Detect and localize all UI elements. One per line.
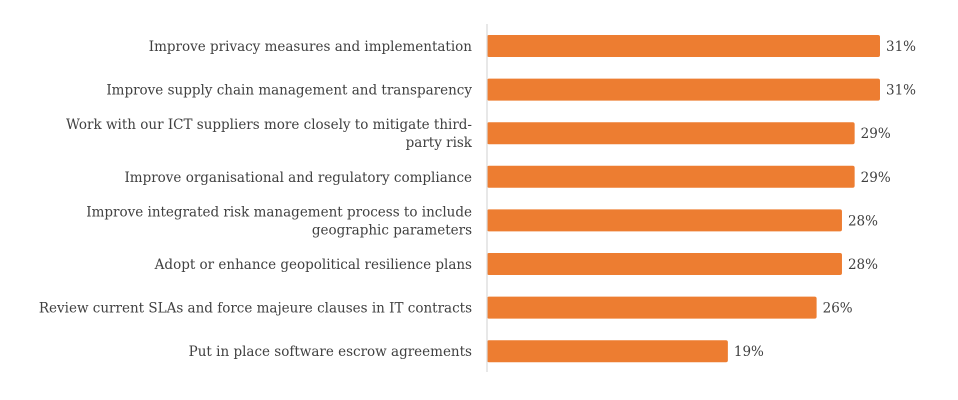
category-label: Put in place software escrow agreements — [189, 344, 472, 360]
category-label: party risk — [406, 135, 473, 151]
data-label: 31% — [886, 83, 916, 99]
bar — [487, 165, 855, 188]
data-label: 19% — [734, 344, 764, 360]
category-label: Improve privacy measures and implementat… — [149, 39, 473, 55]
data-label: 31% — [886, 39, 916, 55]
bar — [487, 253, 842, 275]
category-label: Review current SLAs and force majeure cl… — [39, 301, 472, 317]
bar — [487, 209, 842, 232]
category-label: Improve organisational and regulatory co… — [124, 170, 472, 186]
category-label: Work with our ICT suppliers more closely… — [66, 117, 472, 133]
data-label: 29% — [861, 126, 891, 142]
bar — [487, 122, 855, 145]
category-label: Improve integrated risk management proce… — [86, 204, 472, 220]
bar — [487, 78, 880, 101]
category-label: geographic parameters — [312, 222, 472, 238]
category-label: Improve supply chain management and tran… — [106, 83, 472, 99]
bar — [487, 340, 728, 363]
data-label: 29% — [861, 170, 891, 186]
bar — [487, 296, 817, 319]
category-label: Adopt or enhance geopolitical resilience… — [154, 257, 472, 273]
bar — [487, 35, 880, 57]
data-label: 28% — [848, 213, 878, 229]
data-label: 28% — [848, 257, 878, 273]
data-label: 26% — [823, 301, 853, 317]
